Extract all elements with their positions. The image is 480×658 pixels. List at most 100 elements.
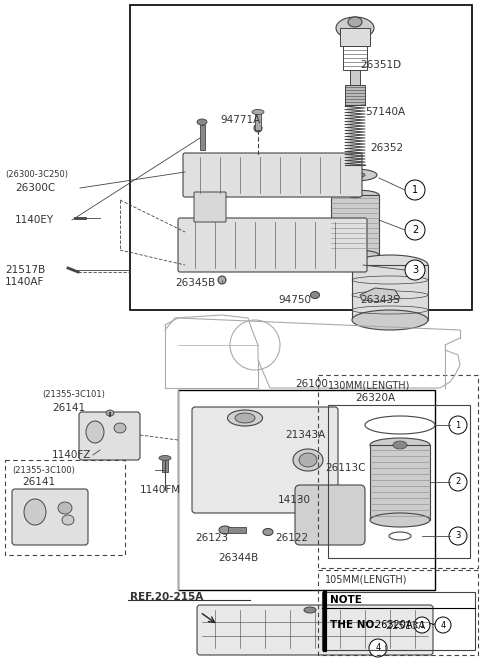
Text: 14130: 14130 <box>278 495 311 505</box>
Ellipse shape <box>299 453 317 467</box>
Ellipse shape <box>159 455 171 461</box>
Text: REF.20-215A: REF.20-215A <box>130 592 203 602</box>
Ellipse shape <box>336 17 374 39</box>
Text: 105MM(LENGTH): 105MM(LENGTH) <box>325 575 408 585</box>
Circle shape <box>449 416 467 434</box>
Text: 26100: 26100 <box>295 379 328 389</box>
Text: (26300-3C250): (26300-3C250) <box>5 170 68 180</box>
Bar <box>318 375 478 568</box>
Ellipse shape <box>252 109 264 114</box>
Text: ~: ~ <box>428 620 436 630</box>
Text: 26113C: 26113C <box>325 463 365 473</box>
Text: 3: 3 <box>456 532 461 540</box>
Ellipse shape <box>197 119 207 125</box>
FancyBboxPatch shape <box>295 485 365 545</box>
FancyBboxPatch shape <box>183 153 362 197</box>
Text: 1140FM: 1140FM <box>140 485 181 495</box>
Text: 26351D: 26351D <box>360 60 401 70</box>
Ellipse shape <box>348 17 362 27</box>
Bar <box>328 405 470 558</box>
Ellipse shape <box>86 421 104 443</box>
Bar <box>350 70 360 85</box>
Text: 26343S: 26343S <box>360 295 400 305</box>
Bar <box>255 112 261 130</box>
Bar <box>352 265 428 320</box>
Ellipse shape <box>345 172 365 178</box>
Ellipse shape <box>349 192 361 198</box>
Text: 26352: 26352 <box>370 143 403 153</box>
Bar <box>178 390 435 590</box>
Text: 1140FZ: 1140FZ <box>52 450 91 460</box>
Bar <box>162 458 168 472</box>
Ellipse shape <box>370 513 430 527</box>
Circle shape <box>369 639 387 657</box>
Circle shape <box>449 527 467 545</box>
Text: 26141: 26141 <box>52 403 85 413</box>
Ellipse shape <box>311 291 320 299</box>
Circle shape <box>405 180 425 200</box>
Text: NOTE: NOTE <box>330 595 362 605</box>
Bar <box>5 460 125 555</box>
Circle shape <box>405 260 425 280</box>
Ellipse shape <box>58 502 72 514</box>
Circle shape <box>435 617 451 633</box>
Text: 26345B: 26345B <box>175 278 215 288</box>
FancyBboxPatch shape <box>12 489 88 545</box>
Text: 26300C: 26300C <box>15 183 55 193</box>
Ellipse shape <box>393 441 407 449</box>
Text: (21355-3C101): (21355-3C101) <box>42 390 105 399</box>
Text: 26123: 26123 <box>195 533 228 543</box>
Ellipse shape <box>24 499 46 525</box>
FancyBboxPatch shape <box>194 192 226 222</box>
Ellipse shape <box>106 410 114 416</box>
Bar <box>322 592 475 650</box>
Circle shape <box>405 220 425 240</box>
Bar <box>200 125 205 150</box>
Circle shape <box>449 473 467 491</box>
Ellipse shape <box>62 515 74 525</box>
FancyBboxPatch shape <box>79 412 140 460</box>
Ellipse shape <box>352 255 428 275</box>
Bar <box>318 570 478 655</box>
Text: 4: 4 <box>375 644 381 653</box>
Text: 21517B: 21517B <box>5 265 45 275</box>
Ellipse shape <box>293 449 323 471</box>
Ellipse shape <box>263 528 273 536</box>
Bar <box>130 5 472 310</box>
Text: 130MM(LENGTH): 130MM(LENGTH) <box>328 380 410 390</box>
Text: 21513A: 21513A <box>385 621 425 631</box>
Text: (21355-3C100): (21355-3C100) <box>12 465 75 474</box>
Text: 2: 2 <box>412 225 418 235</box>
Bar <box>340 28 370 46</box>
Ellipse shape <box>304 607 316 613</box>
Bar <box>228 527 246 533</box>
Text: 26320A: 26320A <box>355 393 395 403</box>
Text: 1140AF: 1140AF <box>5 277 44 287</box>
Ellipse shape <box>333 169 377 181</box>
Ellipse shape <box>352 310 428 330</box>
Text: 57140A: 57140A <box>365 107 405 117</box>
Text: THE NO.: THE NO. <box>330 620 378 630</box>
Text: 1: 1 <box>420 620 425 630</box>
FancyBboxPatch shape <box>197 605 433 655</box>
Bar <box>331 195 379 255</box>
Ellipse shape <box>114 423 126 433</box>
Ellipse shape <box>218 276 226 284</box>
Bar <box>343 46 367 70</box>
Text: 1140EY: 1140EY <box>15 215 54 225</box>
Text: 26320A :: 26320A : <box>375 620 419 630</box>
Text: 1: 1 <box>456 420 461 430</box>
Bar <box>351 175 359 187</box>
Text: 26122: 26122 <box>275 533 308 543</box>
Text: 4: 4 <box>440 620 445 630</box>
Polygon shape <box>360 288 400 302</box>
Text: 26344B: 26344B <box>218 553 258 563</box>
Bar <box>370 445 430 520</box>
Ellipse shape <box>331 190 379 200</box>
Text: 21343A: 21343A <box>285 430 325 440</box>
Ellipse shape <box>331 250 379 260</box>
Circle shape <box>414 617 430 633</box>
FancyBboxPatch shape <box>178 218 367 272</box>
Text: 94771A: 94771A <box>220 115 260 125</box>
Bar <box>345 85 365 105</box>
